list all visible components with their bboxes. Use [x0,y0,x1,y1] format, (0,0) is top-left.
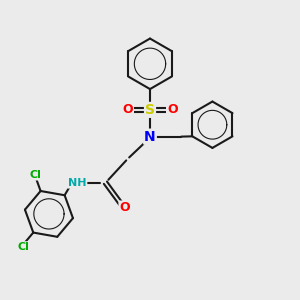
Text: O: O [122,103,133,116]
Text: NH: NH [68,178,86,188]
Text: Cl: Cl [17,242,29,252]
Text: O: O [119,202,130,214]
Text: O: O [167,103,178,116]
Text: N: N [144,130,156,144]
Text: S: S [145,103,155,117]
Text: Cl: Cl [29,169,41,180]
